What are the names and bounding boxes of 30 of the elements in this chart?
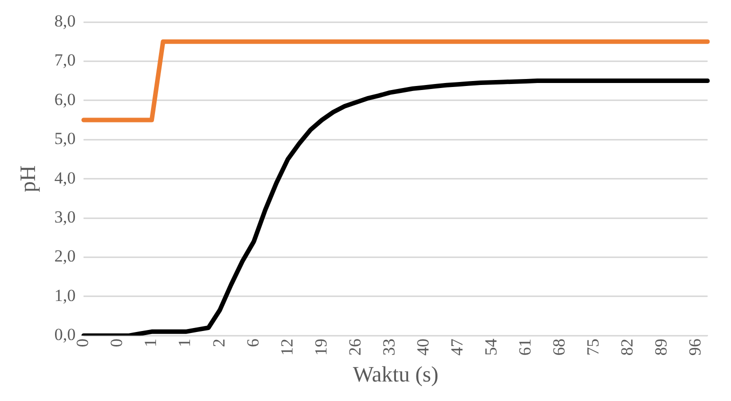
y-tick-label: 2,0: [54, 246, 76, 266]
x-tick-label: 96: [686, 338, 705, 356]
x-tick-label: 33: [379, 338, 398, 356]
y-axis-title: pH: [14, 165, 40, 192]
x-tick-label: 89: [652, 338, 671, 356]
y-tick-label: 3,0: [54, 207, 76, 226]
x-tick-label: 12: [277, 338, 296, 356]
y-tick-label: 7,0: [54, 50, 76, 70]
x-tick-label: 40: [413, 338, 432, 356]
x-tick-label: 1: [175, 338, 194, 348]
x-tick-label: 47: [447, 338, 466, 356]
x-tick-label: 19: [311, 338, 330, 356]
x-tick-label: 61: [516, 338, 535, 356]
x-tick-label: 6: [243, 338, 262, 348]
y-tick-label: 4,0: [54, 168, 76, 188]
x-tick-label: 2: [209, 338, 228, 348]
y-tick-label: 8,0: [54, 11, 76, 30]
x-tick-label: 68: [550, 338, 569, 356]
y-tick-label: 0,0: [54, 325, 76, 344]
x-tick-label: 82: [618, 338, 637, 356]
x-tick-label: 54: [482, 338, 501, 356]
y-tick-label: 1,0: [54, 286, 76, 305]
y-tick-label: 5,0: [54, 129, 76, 148]
x-axis-title: Waktu (s): [352, 362, 438, 387]
x-tick-label: 26: [345, 338, 364, 356]
x-tick-label: 0: [107, 338, 126, 348]
x-tick-label: 0: [73, 338, 92, 348]
y-tick-label: 6,0: [54, 90, 76, 109]
x-tick-label: 75: [584, 338, 603, 356]
x-tick-label: 1: [141, 338, 160, 348]
